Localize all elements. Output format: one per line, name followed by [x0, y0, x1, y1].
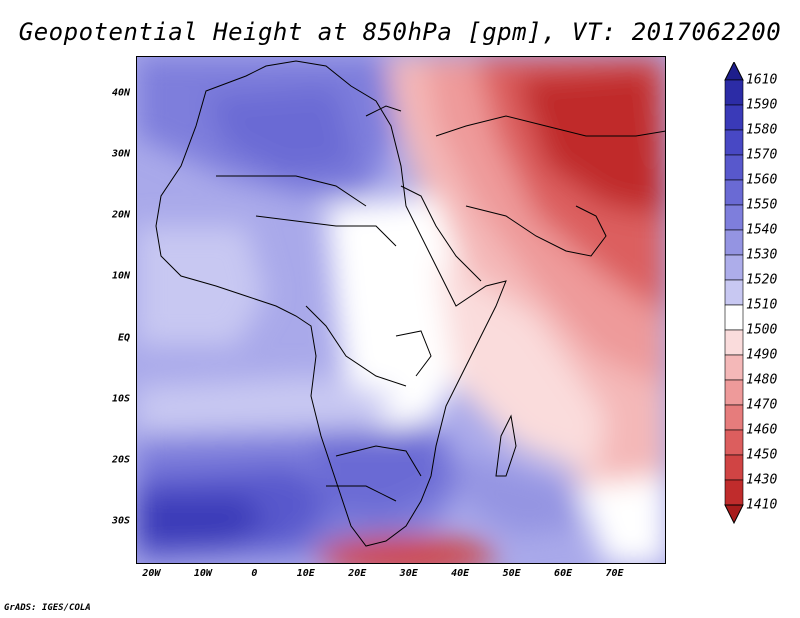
colorbar-segment — [724, 154, 744, 181]
colorbar-tick-label: 1460 — [746, 422, 778, 438]
colorbar-segment — [724, 454, 744, 481]
colorbar-tick-label: 1510 — [746, 297, 778, 313]
colorbar-tick-label: 1520 — [746, 272, 778, 288]
height-field — [136, 56, 666, 564]
colorbar-segment — [724, 129, 744, 156]
colorbar-top-arrow — [724, 62, 744, 81]
colorbar-tick-label: 1470 — [746, 397, 778, 413]
colorbar-segment — [724, 179, 744, 206]
colorbar-segment — [724, 279, 744, 306]
colorbar-segment — [724, 79, 744, 106]
lat-tick-label: 30S — [111, 515, 130, 527]
colorbar-tick-label: 1410 — [746, 497, 778, 513]
colorbar-segment — [724, 329, 744, 356]
colorbar-tick-label: 1580 — [746, 122, 778, 138]
lon-tick-label: 60E — [554, 568, 573, 579]
colorbar-tick-label: 1490 — [746, 347, 778, 363]
chart-title: Geopotential Height at 850hPa [gpm], VT:… — [18, 18, 782, 46]
colorbar-segment — [724, 354, 744, 381]
colorbar-tick-label: 1430 — [746, 472, 778, 488]
lon-tick-label: 0 — [251, 568, 258, 579]
colorbar-tick-label: 1610 — [746, 72, 778, 88]
colorbar-tick-label: 1550 — [746, 197, 778, 213]
map-frame — [136, 56, 666, 564]
colorbar-tick-label: 1570 — [746, 147, 778, 163]
lon-tick-label: 70E — [605, 568, 624, 579]
lat-tick-label: 40N — [111, 87, 130, 99]
lon-tick-label: 10W — [193, 568, 212, 579]
colorbar-bottom-arrow — [724, 504, 744, 525]
lon-tick-label: 30E — [399, 568, 418, 579]
colorbar-tick-label: 1530 — [746, 247, 778, 263]
lon-tick-label: 10E — [296, 568, 315, 579]
lat-tick-label: 10S — [111, 393, 130, 405]
lon-tick-label: 20E — [348, 568, 367, 579]
lat-tick-label: EQ — [117, 332, 130, 344]
grads-credit: GrADS: IGES/COLA — [4, 603, 91, 613]
colorbar-segment — [724, 229, 744, 256]
lat-tick-label: 20N — [111, 209, 130, 221]
colorbar-segment — [724, 254, 744, 281]
colorbar-segment — [724, 304, 744, 331]
lon-tick-label: 20W — [142, 568, 161, 579]
colorbar-segment — [724, 479, 744, 506]
colorbar-tick-label: 1450 — [746, 447, 778, 463]
lat-tick-label: 30N — [111, 148, 130, 160]
colorbar-segment — [724, 404, 744, 431]
lat-tick-label: 20S — [111, 454, 130, 466]
lon-tick-label: 50E — [502, 568, 521, 579]
colorbar-segment — [724, 104, 744, 131]
lon-tick-label: 40E — [451, 568, 470, 579]
lat-tick-label: 10N — [111, 270, 130, 282]
colorbar-segment — [724, 379, 744, 406]
colorbar-tick-label: 1480 — [746, 372, 778, 388]
coastlines — [155, 60, 666, 547]
colorbar-tick-label: 1560 — [746, 172, 778, 188]
map-plot — [136, 56, 666, 564]
colorbar-tick-label: 1590 — [746, 97, 778, 113]
colorbar-tick-label: 1500 — [746, 322, 778, 338]
colorbar-segment — [724, 204, 744, 231]
colorbar — [724, 62, 744, 525]
colorbar-tick-label: 1540 — [746, 222, 778, 238]
colorbar-segment — [724, 429, 744, 456]
